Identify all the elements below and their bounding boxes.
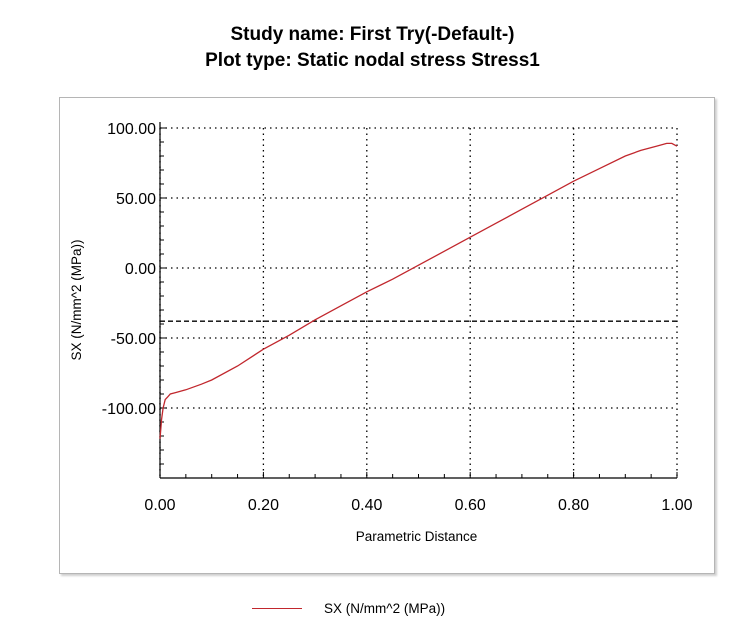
legend: SX (N/mm^2 (MPa)) (252, 598, 445, 618)
chart-title-plot-type: Plot type: Static nodal stress Stress1 (205, 50, 540, 71)
x-tick-label-1: 0.20 (248, 497, 279, 514)
y-tick-label-1: -50.00 (111, 331, 156, 348)
legend-line-swatch (252, 607, 302, 609)
x-tick-label-4: 0.80 (558, 497, 589, 514)
y-tick-label-4: 100.00 (107, 121, 156, 138)
x-tick-label-2: 0.40 (351, 497, 382, 514)
chart-title-study-name: Study name: First Try(-Default-) (230, 24, 515, 45)
x-tick-label-5: 1.00 (661, 497, 692, 514)
x-tick-label-0: 0.00 (144, 497, 175, 514)
plot-frame (59, 97, 715, 574)
x-axis-title: Parametric Distance (356, 529, 478, 544)
legend-label: SX (N/mm^2 (MPa)) (324, 600, 446, 616)
y-tick-label-0: -100.00 (102, 401, 156, 418)
series-line-sx (159, 142, 678, 439)
x-tick-label-3: 0.60 (455, 497, 486, 514)
y-axis-title: SX (N/mm^2 (MPa)) (69, 239, 84, 360)
y-tick-label-2: 0.00 (125, 261, 156, 278)
y-tick-label-3: 50.00 (116, 191, 156, 208)
